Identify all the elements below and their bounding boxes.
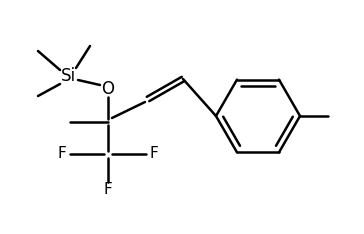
Text: F: F: [150, 146, 158, 161]
Text: Si: Si: [60, 67, 76, 85]
Text: F: F: [104, 183, 112, 197]
Text: F: F: [58, 146, 66, 161]
Text: O: O: [102, 80, 115, 98]
